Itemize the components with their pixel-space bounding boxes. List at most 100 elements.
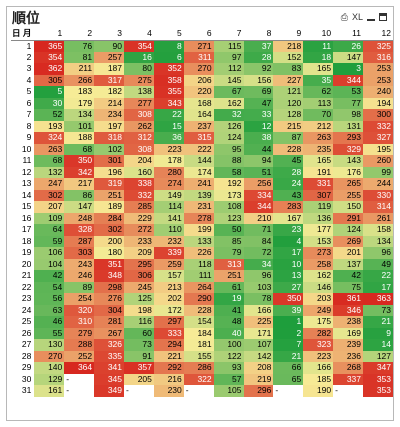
rank-cell[interactable]: 146 [303, 281, 334, 293]
rank-cell[interactable]: 311 [183, 51, 214, 63]
rank-cell[interactable]: 222 [183, 143, 214, 155]
rank-cell[interactable]: 361 [333, 293, 363, 305]
rank-cell[interactable]: 120 [273, 97, 304, 109]
row-header[interactable]: 29 [21, 362, 32, 373]
rank-cell[interactable]: 227 [273, 74, 304, 86]
rank-cell[interactable]: 240 [363, 86, 393, 98]
rank-cell[interactable]: 281 [94, 316, 124, 328]
rank-cell[interactable]: 101 [64, 120, 95, 132]
rank-cell[interactable]: 358 [153, 74, 184, 86]
rank-cell[interactable]: 28 [243, 51, 274, 63]
rank-cell[interactable]: 214 [94, 97, 124, 109]
rank-cell[interactable]: 201 [333, 247, 363, 259]
column-header[interactable]: 8 [243, 28, 274, 41]
rank-cell[interactable]: 232 [153, 235, 184, 247]
rank-cell[interactable]: 55 [34, 327, 65, 339]
rank-cell[interactable]: 202 [153, 293, 184, 305]
rank-cell[interactable]: 160 [124, 166, 154, 178]
rank-cell[interactable]: 106 [34, 247, 65, 259]
rank-cell[interactable]: 210 [243, 212, 274, 224]
rank-cell[interactable]: 15 [153, 120, 184, 132]
rank-cell[interactable]: 28 [273, 166, 304, 178]
rank-cell[interactable]: 46 [34, 316, 65, 328]
rank-cell[interactable]: 185 [303, 373, 334, 385]
row-header[interactable]: 21 [21, 270, 32, 281]
rank-cell[interactable]: 109 [34, 212, 65, 224]
rank-cell[interactable]: 145 [213, 74, 244, 86]
rank-cell[interactable]: 104 [34, 258, 65, 270]
rank-cell[interactable]: 344 [243, 201, 274, 213]
rank-cell[interactable]: 35 [303, 74, 334, 86]
rank-cell[interactable]: 77 [333, 97, 363, 109]
rank-cell[interactable]: 364 [64, 362, 95, 374]
rank-cell[interactable]: 303 [64, 247, 95, 259]
rank-cell[interactable]: - [275, 385, 279, 396]
rank-cell[interactable]: 152 [273, 51, 304, 63]
rank-cell[interactable]: 362 [34, 63, 65, 75]
rank-cell[interactable]: 8 [153, 40, 184, 52]
minimize-icon[interactable] [367, 19, 375, 21]
rank-cell[interactable]: 169 [333, 327, 363, 339]
rank-cell[interactable]: 350 [64, 155, 95, 167]
rank-cell[interactable]: 332 [363, 120, 393, 132]
rank-cell[interactable]: 122 [213, 350, 244, 362]
rank-cell[interactable]: 241 [183, 178, 214, 190]
rank-cell[interactable]: 105 [213, 385, 244, 397]
rank-cell[interactable]: 352 [153, 63, 184, 75]
rank-cell[interactable]: 27 [273, 281, 304, 293]
rank-cell[interactable]: 279 [64, 327, 95, 339]
rank-cell[interactable]: 83 [273, 63, 304, 75]
rank-cell[interactable]: 23 [273, 224, 304, 236]
rank-cell[interactable]: 11 [303, 40, 334, 52]
rank-cell[interactable]: 45 [273, 155, 304, 167]
maximize-icon[interactable] [379, 13, 387, 21]
rank-cell[interactable]: 58 [213, 166, 244, 178]
rank-cell[interactable]: 294 [153, 339, 184, 351]
rank-cell[interactable]: 86 [64, 189, 95, 201]
rank-cell[interactable]: 217 [64, 178, 95, 190]
rank-cell[interactable]: 187 [94, 63, 124, 75]
rank-cell[interactable]: 213 [153, 281, 184, 293]
rank-cell[interactable]: 3 [333, 63, 363, 75]
rank-cell[interactable]: 277 [124, 97, 154, 109]
rank-cell[interactable]: 215 [273, 120, 304, 132]
rank-cell[interactable]: 255 [333, 189, 363, 201]
rank-cell[interactable]: 6 [153, 51, 184, 63]
rank-cell[interactable]: 54 [34, 281, 65, 293]
rank-cell[interactable]: 343 [153, 97, 184, 109]
rank-cell[interactable]: 70 [303, 109, 334, 121]
rank-cell[interactable]: 63 [34, 304, 65, 316]
row-header[interactable]: 25 [21, 316, 32, 327]
row-header[interactable]: 2 [26, 51, 32, 62]
rank-cell[interactable]: 100 [213, 339, 244, 351]
rank-cell[interactable]: 172 [153, 304, 184, 316]
rank-cell[interactable]: 165 [303, 155, 334, 167]
rank-cell[interactable]: 195 [363, 143, 393, 155]
row-header[interactable]: 8 [26, 120, 32, 131]
rank-cell[interactable]: 220 [183, 86, 214, 98]
rank-cell[interactable]: 257 [94, 51, 124, 63]
rank-cell[interactable]: 228 [273, 143, 304, 155]
rank-cell[interactable]: 110 [153, 224, 184, 236]
rank-cell[interactable]: 137 [333, 258, 363, 270]
rank-cell[interactable]: 322 [183, 373, 214, 385]
rank-cell[interactable]: 139 [183, 189, 214, 201]
rank-cell[interactable]: 118 [183, 258, 214, 270]
rank-cell[interactable]: 51 [243, 166, 274, 178]
rank-cell[interactable]: 134 [363, 235, 393, 247]
row-header[interactable]: 16 [21, 212, 32, 223]
rank-cell[interactable]: 65 [273, 373, 304, 385]
rank-cell[interactable]: 157 [153, 270, 184, 282]
row-header[interactable]: 22 [21, 281, 32, 292]
row-header[interactable]: 12 [21, 166, 32, 177]
rank-cell[interactable]: 143 [333, 155, 363, 167]
rank-cell[interactable]: 319 [94, 178, 124, 190]
rank-cell[interactable]: 147 [64, 201, 95, 213]
rank-cell[interactable]: 307 [303, 189, 334, 201]
rank-cell[interactable]: 308 [124, 143, 154, 155]
rank-cell[interactable]: 32 [213, 109, 244, 121]
rank-cell[interactable]: 42 [333, 270, 363, 282]
rank-cell[interactable]: 211 [64, 63, 95, 75]
rank-cell[interactable]: 335 [94, 350, 124, 362]
rank-cell[interactable]: 71 [243, 224, 274, 236]
